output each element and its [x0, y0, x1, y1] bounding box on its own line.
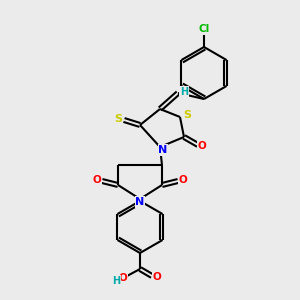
Text: O: O — [153, 272, 161, 282]
Text: O: O — [178, 175, 188, 185]
Text: O: O — [118, 273, 127, 283]
Text: S: S — [183, 110, 191, 120]
Text: H: H — [180, 87, 188, 97]
Text: N: N — [135, 197, 145, 207]
Text: Cl: Cl — [198, 24, 210, 34]
Text: H: H — [112, 276, 120, 286]
Text: N: N — [158, 145, 168, 155]
Text: S: S — [114, 114, 122, 124]
Text: O: O — [93, 175, 101, 185]
Text: O: O — [198, 141, 206, 151]
